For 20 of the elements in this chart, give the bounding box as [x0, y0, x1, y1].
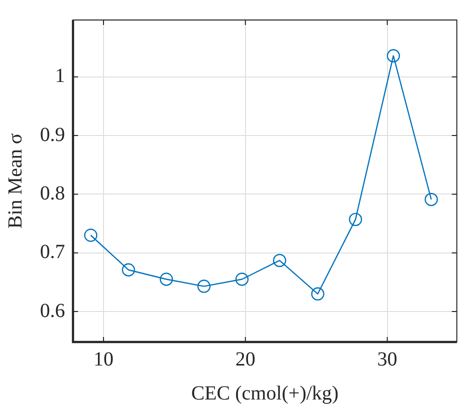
x-tick-label: 20 — [235, 348, 256, 370]
point — [235, 272, 249, 286]
y-tick-label: 1 — [55, 65, 65, 88]
y-tick-label: 0.7 — [40, 241, 65, 264]
point — [386, 49, 400, 62]
point — [311, 287, 324, 301]
x-axis-title: CEC (cmol(+)/kg) — [191, 382, 339, 404]
y-tick-label: 0.9 — [40, 124, 65, 146]
point — [348, 212, 362, 226]
y-axis-title: Bin Mean σ — [4, 133, 26, 229]
y-tick-label: 0.6 — [40, 300, 65, 322]
point — [122, 263, 136, 276]
point — [424, 192, 438, 206]
point — [272, 254, 286, 268]
point — [84, 228, 98, 242]
y-tick-label: 0.8 — [40, 182, 65, 204]
point — [197, 280, 211, 293]
point — [160, 272, 173, 286]
x-tick-label: 10 — [94, 348, 114, 370]
x-tick-label: 30 — [377, 348, 398, 370]
